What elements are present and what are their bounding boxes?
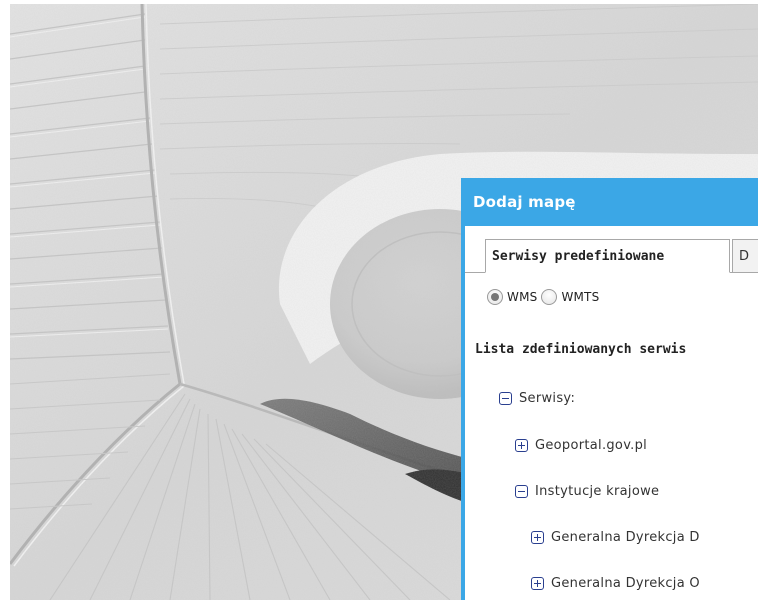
service-type-radio-group: WMS WMTS <box>487 289 603 305</box>
services-list-heading: Lista zdefiniowanych serwis <box>475 342 687 357</box>
plus-box-icon[interactable] <box>531 531 544 544</box>
dialog-tabs: Serwisy predefiniowane D <box>465 226 758 273</box>
tree-item-services[interactable]: Serwisy: <box>499 391 575 406</box>
tab-label: Serwisy predefiniowane <box>492 248 665 264</box>
radio-wms-label[interactable]: WMS <box>507 290 538 304</box>
dialog-titlebar[interactable]: Dodaj mapę <box>465 178 758 226</box>
tree-item-generalna-dyrekcja-2[interactable]: Generalna Dyrekcja O <box>531 576 700 591</box>
dialog-title: Dodaj mapę <box>473 193 576 211</box>
tree-item-geoportal[interactable]: Geoportal.gov.pl <box>515 438 647 453</box>
add-map-dialog: Dodaj mapę Serwisy predefiniowane D WMS … <box>461 178 758 600</box>
tree-item-label: Generalna Dyrekcja O <box>551 576 700 591</box>
tab-predefined-services[interactable]: Serwisy predefiniowane <box>485 239 730 273</box>
radio-wmts[interactable] <box>541 289 558 305</box>
tree-item-label: Serwisy: <box>519 391 576 406</box>
tree-item-label: Geoportal.gov.pl <box>535 438 648 453</box>
tree-item-label: Instytucje krajowe <box>535 484 660 499</box>
tree-item-label: Generalna Dyrekcja D <box>551 530 700 545</box>
minus-box-icon[interactable] <box>499 392 512 405</box>
radio-wmts-label[interactable]: WMTS <box>561 290 600 304</box>
radio-wms[interactable] <box>487 289 503 305</box>
plus-box-icon[interactable] <box>531 577 544 590</box>
minus-box-icon[interactable] <box>515 485 528 498</box>
radio-selected-dot <box>491 293 499 301</box>
tab-label: D <box>739 248 750 264</box>
tree-item-generalna-dyrekcja-1[interactable]: Generalna Dyrekcja D <box>531 530 700 545</box>
tree-item-national-institutions[interactable]: Instytucje krajowe <box>515 484 659 499</box>
plus-box-icon[interactable] <box>515 439 528 452</box>
tab-second[interactable]: D <box>732 239 758 273</box>
